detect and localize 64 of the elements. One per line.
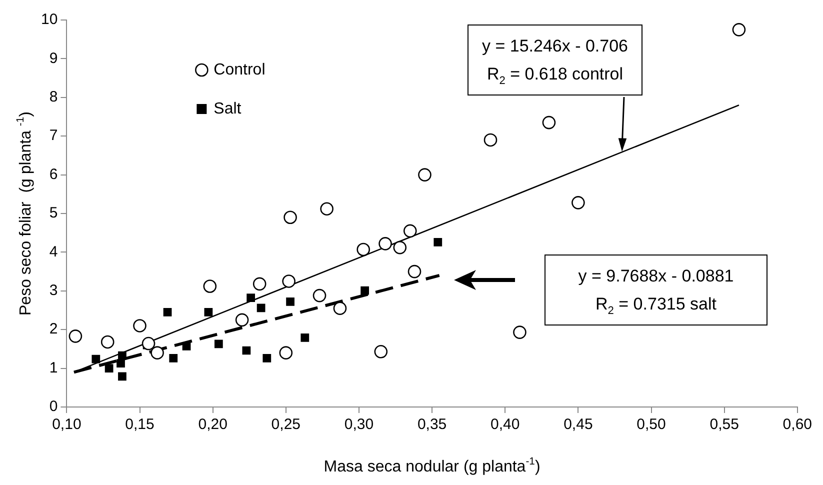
x-tick-label: 0,35: [417, 416, 447, 434]
x-tick-label: 0,25: [271, 416, 300, 434]
x-tick-label: 0,60: [782, 416, 812, 434]
x-tick-label: 0,30: [344, 416, 374, 434]
point: [163, 308, 172, 316]
x-tick-label: 0,40: [490, 416, 520, 434]
point: [732, 23, 746, 36]
point: [182, 342, 191, 350]
point: [242, 346, 251, 355]
point: [286, 298, 294, 306]
point: [204, 308, 213, 316]
point: [434, 238, 442, 246]
y-axis-title: Peso seco foliar (g planta -1): [15, 112, 34, 316]
point: [320, 202, 334, 216]
point: [542, 116, 556, 130]
point: [214, 340, 223, 348]
point: [484, 133, 498, 147]
y-tick-label: 8: [49, 88, 58, 106]
y-tick-label: 3: [49, 282, 58, 300]
point: [300, 334, 310, 342]
point: [203, 280, 217, 293]
point: [118, 351, 126, 360]
legend-label: Salt: [214, 100, 242, 118]
y-tick-label: 5: [49, 204, 58, 222]
point: [408, 264, 422, 278]
point: [312, 288, 326, 302]
y-tick-label: 4: [49, 243, 58, 260]
y-tick-label: 7: [49, 127, 58, 144]
x-tick-label: 0,55: [710, 416, 739, 434]
point: [513, 326, 526, 339]
point: [92, 354, 100, 364]
x-tick-label: 0,15: [125, 416, 154, 434]
y-tick-label: 1: [49, 359, 58, 376]
point: [262, 354, 272, 362]
y-tick-label: 6: [49, 166, 58, 183]
x-tick-label: 0,10: [52, 416, 82, 434]
point: [150, 346, 164, 360]
point: [282, 274, 296, 288]
legend-label: Control: [214, 61, 266, 78]
point: [360, 286, 370, 295]
point: [256, 304, 266, 312]
y-tick-label: 10: [40, 11, 58, 28]
point: [252, 277, 266, 291]
point: [142, 336, 156, 350]
point: [418, 168, 432, 182]
x-tick-label: 0,50: [636, 416, 666, 434]
point: [572, 196, 585, 210]
y-tick-label: 0: [49, 398, 58, 416]
x-tick-label: 0,45: [564, 416, 593, 434]
point: [235, 313, 249, 327]
point: [116, 359, 125, 368]
point: [169, 354, 178, 362]
point: [378, 237, 392, 250]
point: [284, 210, 297, 224]
y-tick-label: 2: [49, 320, 58, 338]
point: [118, 372, 126, 381]
point: [279, 346, 293, 360]
point: [68, 330, 82, 343]
point: [246, 294, 256, 302]
point: [100, 335, 114, 349]
x-tick-label: 0,20: [198, 416, 228, 434]
y-tick-label: 9: [49, 50, 58, 67]
point: [104, 364, 114, 372]
point: [374, 345, 388, 358]
